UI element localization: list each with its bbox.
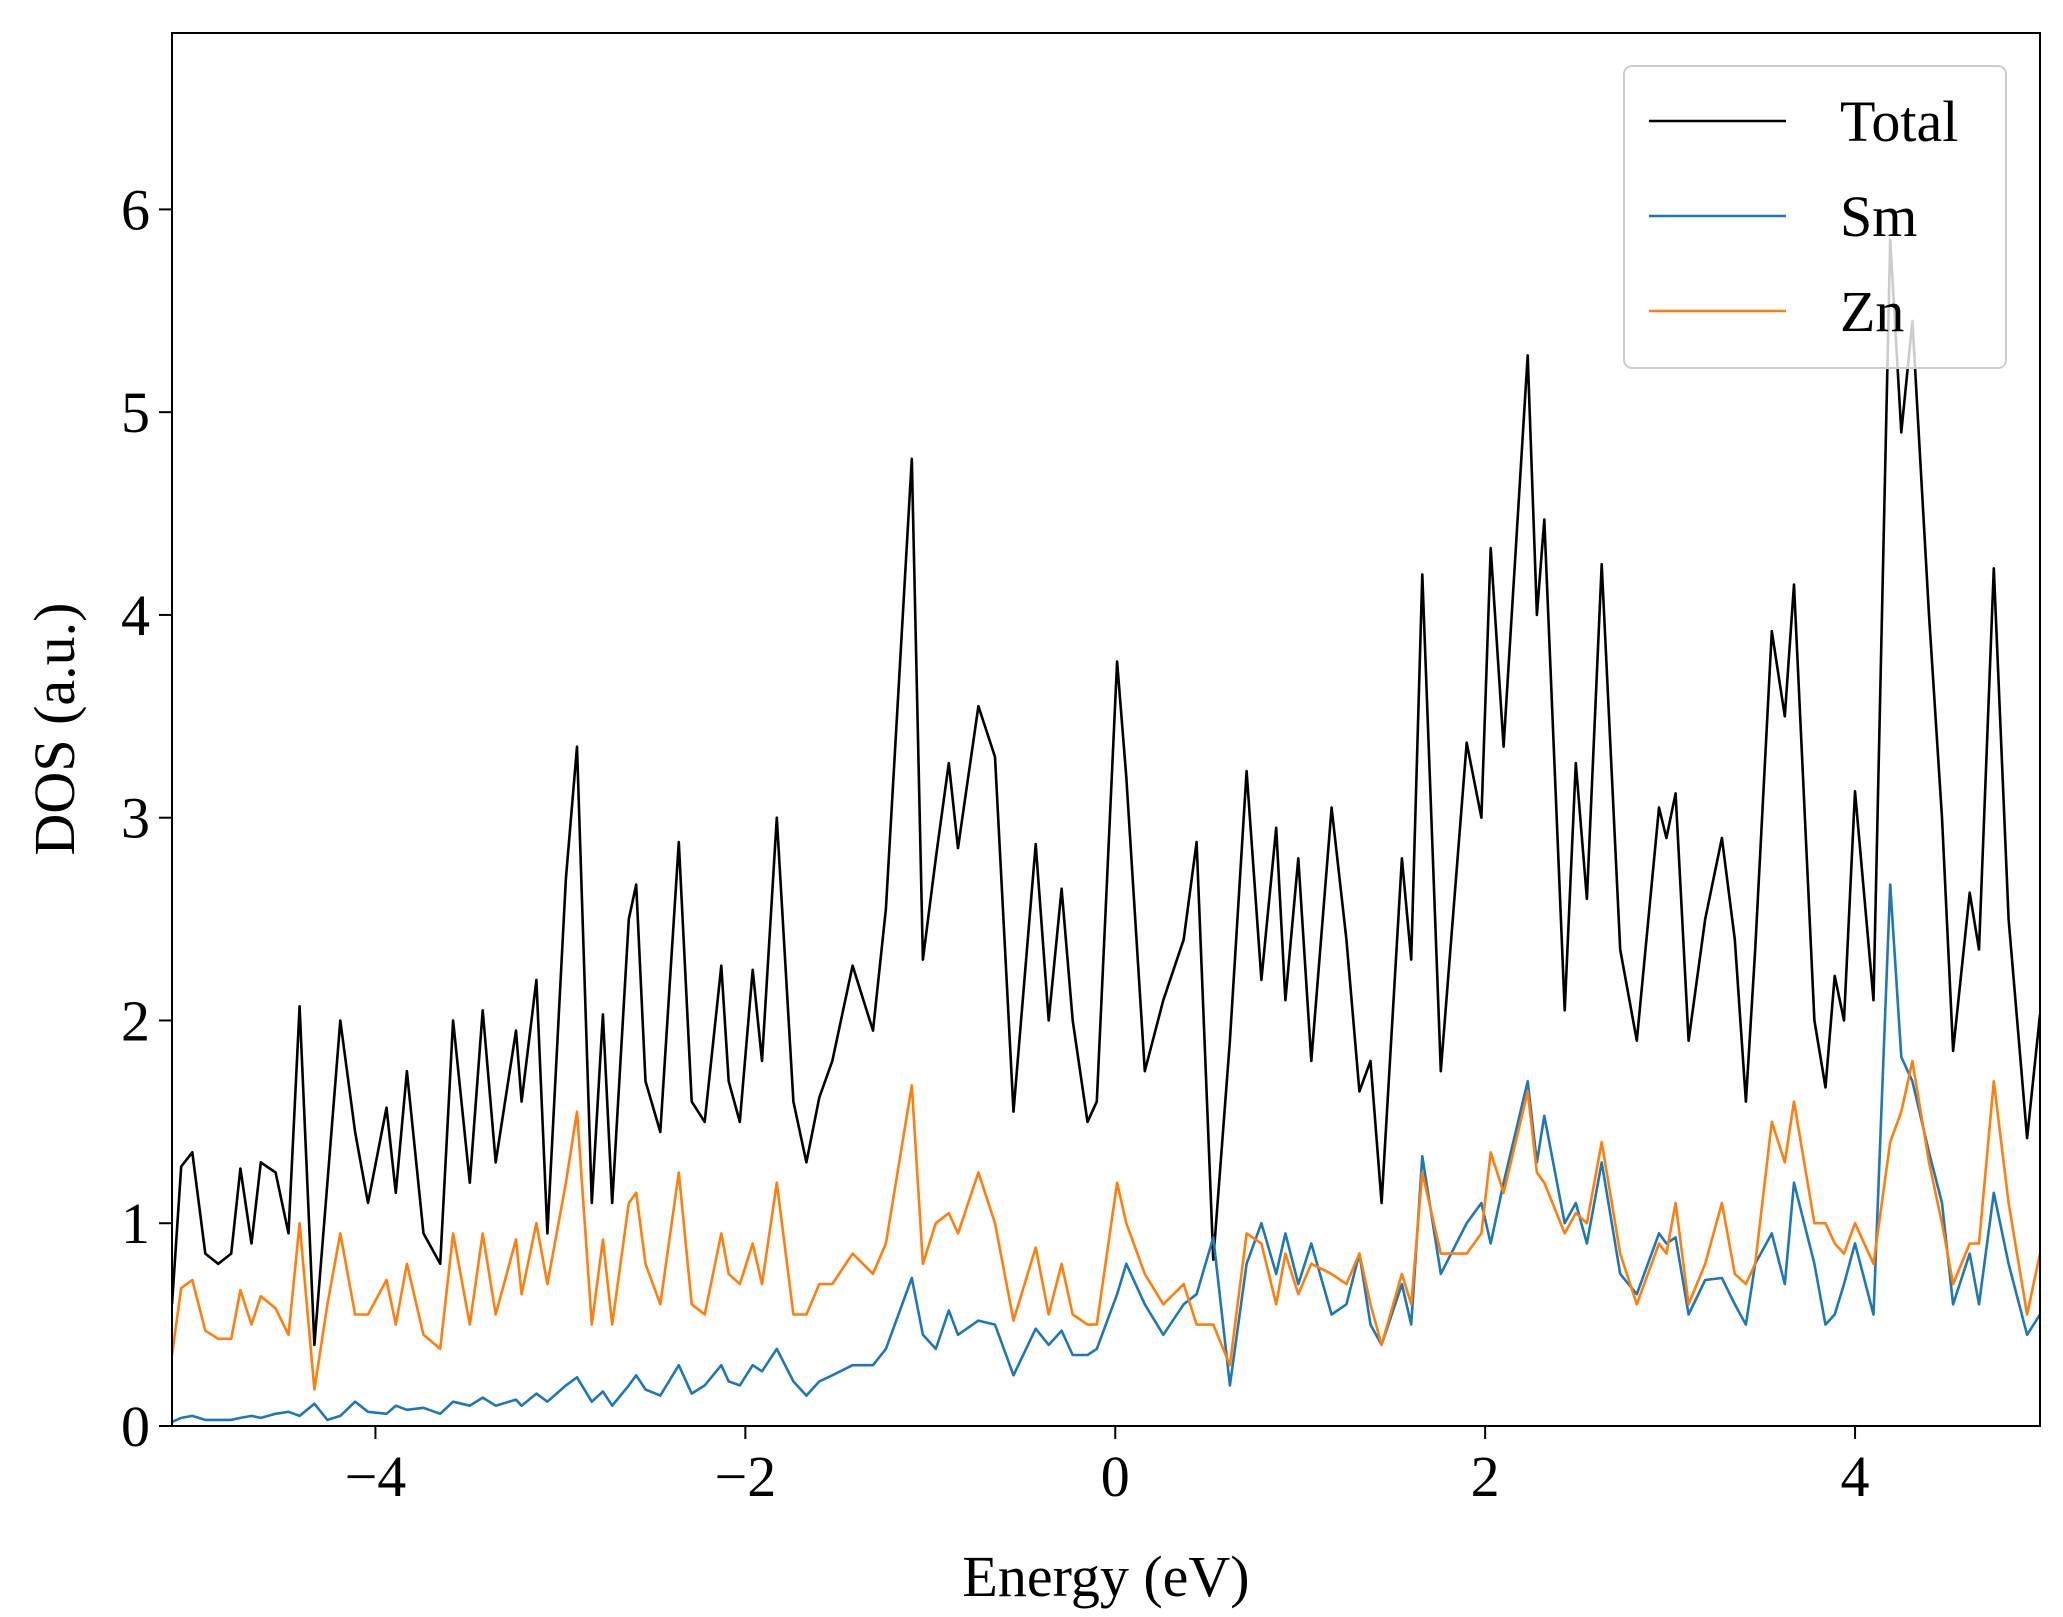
y-tick-label: 3 bbox=[121, 786, 150, 851]
x-axis-label: Energy (eV) bbox=[962, 1544, 1249, 1609]
legend-label: Zn bbox=[1840, 279, 1904, 344]
y-tick-label: 5 bbox=[121, 380, 150, 445]
y-tick-label: 0 bbox=[121, 1394, 150, 1459]
legend-label: Total bbox=[1840, 89, 1958, 154]
y-tick-label: 6 bbox=[121, 177, 150, 242]
series-line bbox=[172, 238, 2040, 1347]
legend-box bbox=[1623, 65, 2007, 369]
plot-frame bbox=[171, 32, 2041, 1427]
y-tick-label: 4 bbox=[121, 583, 150, 648]
x-tick-label: −4 bbox=[345, 1444, 407, 1509]
x-tick-label: −2 bbox=[714, 1444, 776, 1509]
x-tick-label: 4 bbox=[1841, 1444, 1870, 1509]
y-tick-label: 2 bbox=[121, 988, 150, 1053]
series-line bbox=[172, 1059, 2040, 1391]
x-tick-label: 0 bbox=[1101, 1444, 1130, 1509]
y-tick-label: 1 bbox=[121, 1191, 150, 1256]
legend-label: Sm bbox=[1840, 184, 1917, 249]
y-axis-label: DOS (a.u.) bbox=[22, 603, 87, 856]
series-line bbox=[172, 883, 2040, 1424]
x-tick-label: 2 bbox=[1471, 1444, 1500, 1509]
